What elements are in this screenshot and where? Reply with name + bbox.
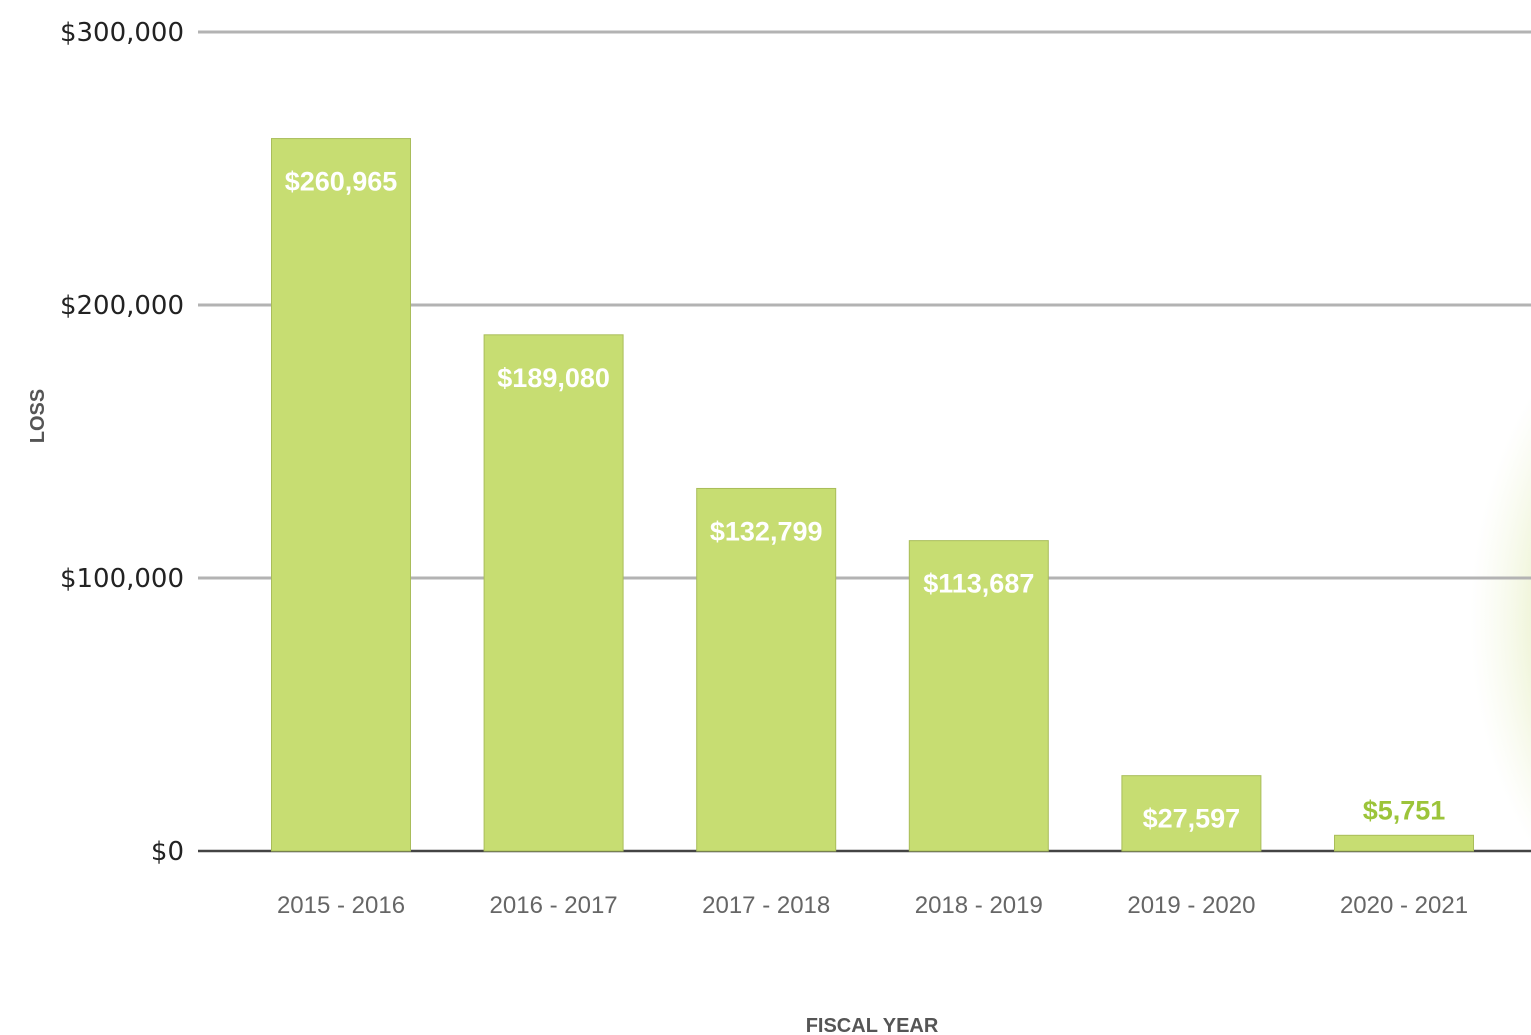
x-tick-label: 2016 - 2017	[490, 892, 618, 919]
y-tick-label: $100,000	[60, 564, 184, 594]
data-label: $260,965	[285, 167, 398, 197]
bar	[696, 487, 837, 852]
bar	[271, 138, 411, 852]
data-label: $132,799	[710, 516, 823, 546]
y-tick-label: $300,000	[60, 18, 184, 48]
y-tick-label: $200,000	[60, 291, 184, 321]
data-label: $5,751	[1363, 795, 1446, 825]
data-labels: $260,965 $189,080 $132,799 $113,687 $27,597 $…	[285, 167, 1446, 834]
bar	[908, 540, 1049, 852]
y-axis-ticks: $0 $100,000 $200,000 $300,000	[60, 18, 184, 867]
bar	[1121, 775, 1262, 852]
bar	[483, 334, 624, 852]
decorative-background-shape	[1470, 393, 1531, 847]
data-label: $189,080	[497, 363, 610, 393]
y-axis-title: LOSS	[27, 389, 49, 443]
bars	[271, 138, 1474, 852]
y-tick-label: $0	[151, 837, 184, 867]
gridlines	[198, 30, 1531, 853]
x-tick-label: 2015 - 2016	[277, 892, 405, 919]
x-axis-title: FISCAL YEAR	[806, 1015, 939, 1035]
bar	[1334, 834, 1474, 852]
data-label: $27,597	[1143, 804, 1241, 834]
x-tick-label: 2020 - 2021	[1340, 892, 1468, 919]
data-label: $113,687	[923, 569, 1034, 599]
x-axis-ticks: 2015 - 2016 2016 - 2017 2017 - 2018 2018 - …	[277, 892, 1468, 919]
x-tick-label: 2017 - 2018	[702, 892, 830, 919]
x-tick-label: 2019 - 2020	[1127, 892, 1255, 919]
x-tick-label: 2018 - 2019	[915, 892, 1043, 919]
